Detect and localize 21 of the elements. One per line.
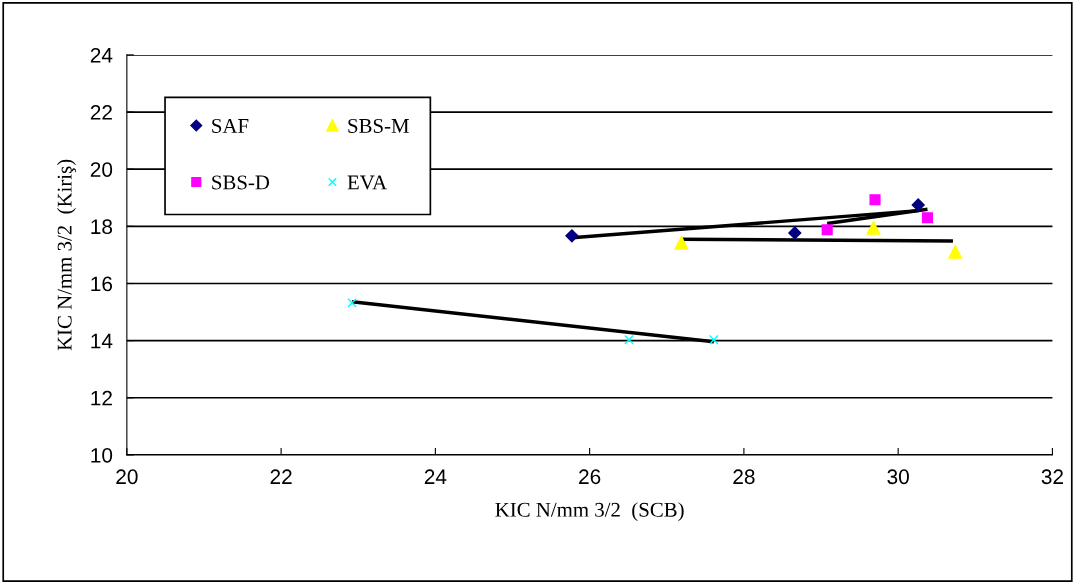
y-tick-label: 16	[91, 276, 113, 292]
y-axis-title: KIC N/mm 3/2 (Kiriş)	[57, 159, 76, 351]
x-tick-label: 30	[887, 469, 909, 485]
y-tick-label: 24	[90, 47, 113, 63]
x-tick-label: 24	[424, 469, 447, 484]
y-tick-label: 10	[91, 447, 113, 463]
x-tick-label: 22	[270, 469, 292, 484]
legend-label: SBS-M	[348, 118, 409, 133]
y-tick-label: 12	[91, 390, 112, 406]
y-tick-label: 20	[90, 162, 113, 177]
x-tick-label: 26	[579, 469, 601, 485]
y-tick-label: 14	[91, 333, 113, 349]
x-tick-label: 20	[116, 469, 138, 485]
legend-label: SBS-D	[212, 175, 270, 190]
legend-label: SAF	[212, 118, 249, 133]
legend-label: EVA	[347, 175, 387, 190]
x-tick-label: 28	[733, 469, 755, 485]
y-tick-label: 22	[90, 105, 112, 120]
x-axis-title: KIC N/mm 3/2 (SCB)	[495, 502, 684, 522]
x-tick-label: 32	[1041, 469, 1063, 485]
y-tick-label: 18	[91, 219, 113, 235]
